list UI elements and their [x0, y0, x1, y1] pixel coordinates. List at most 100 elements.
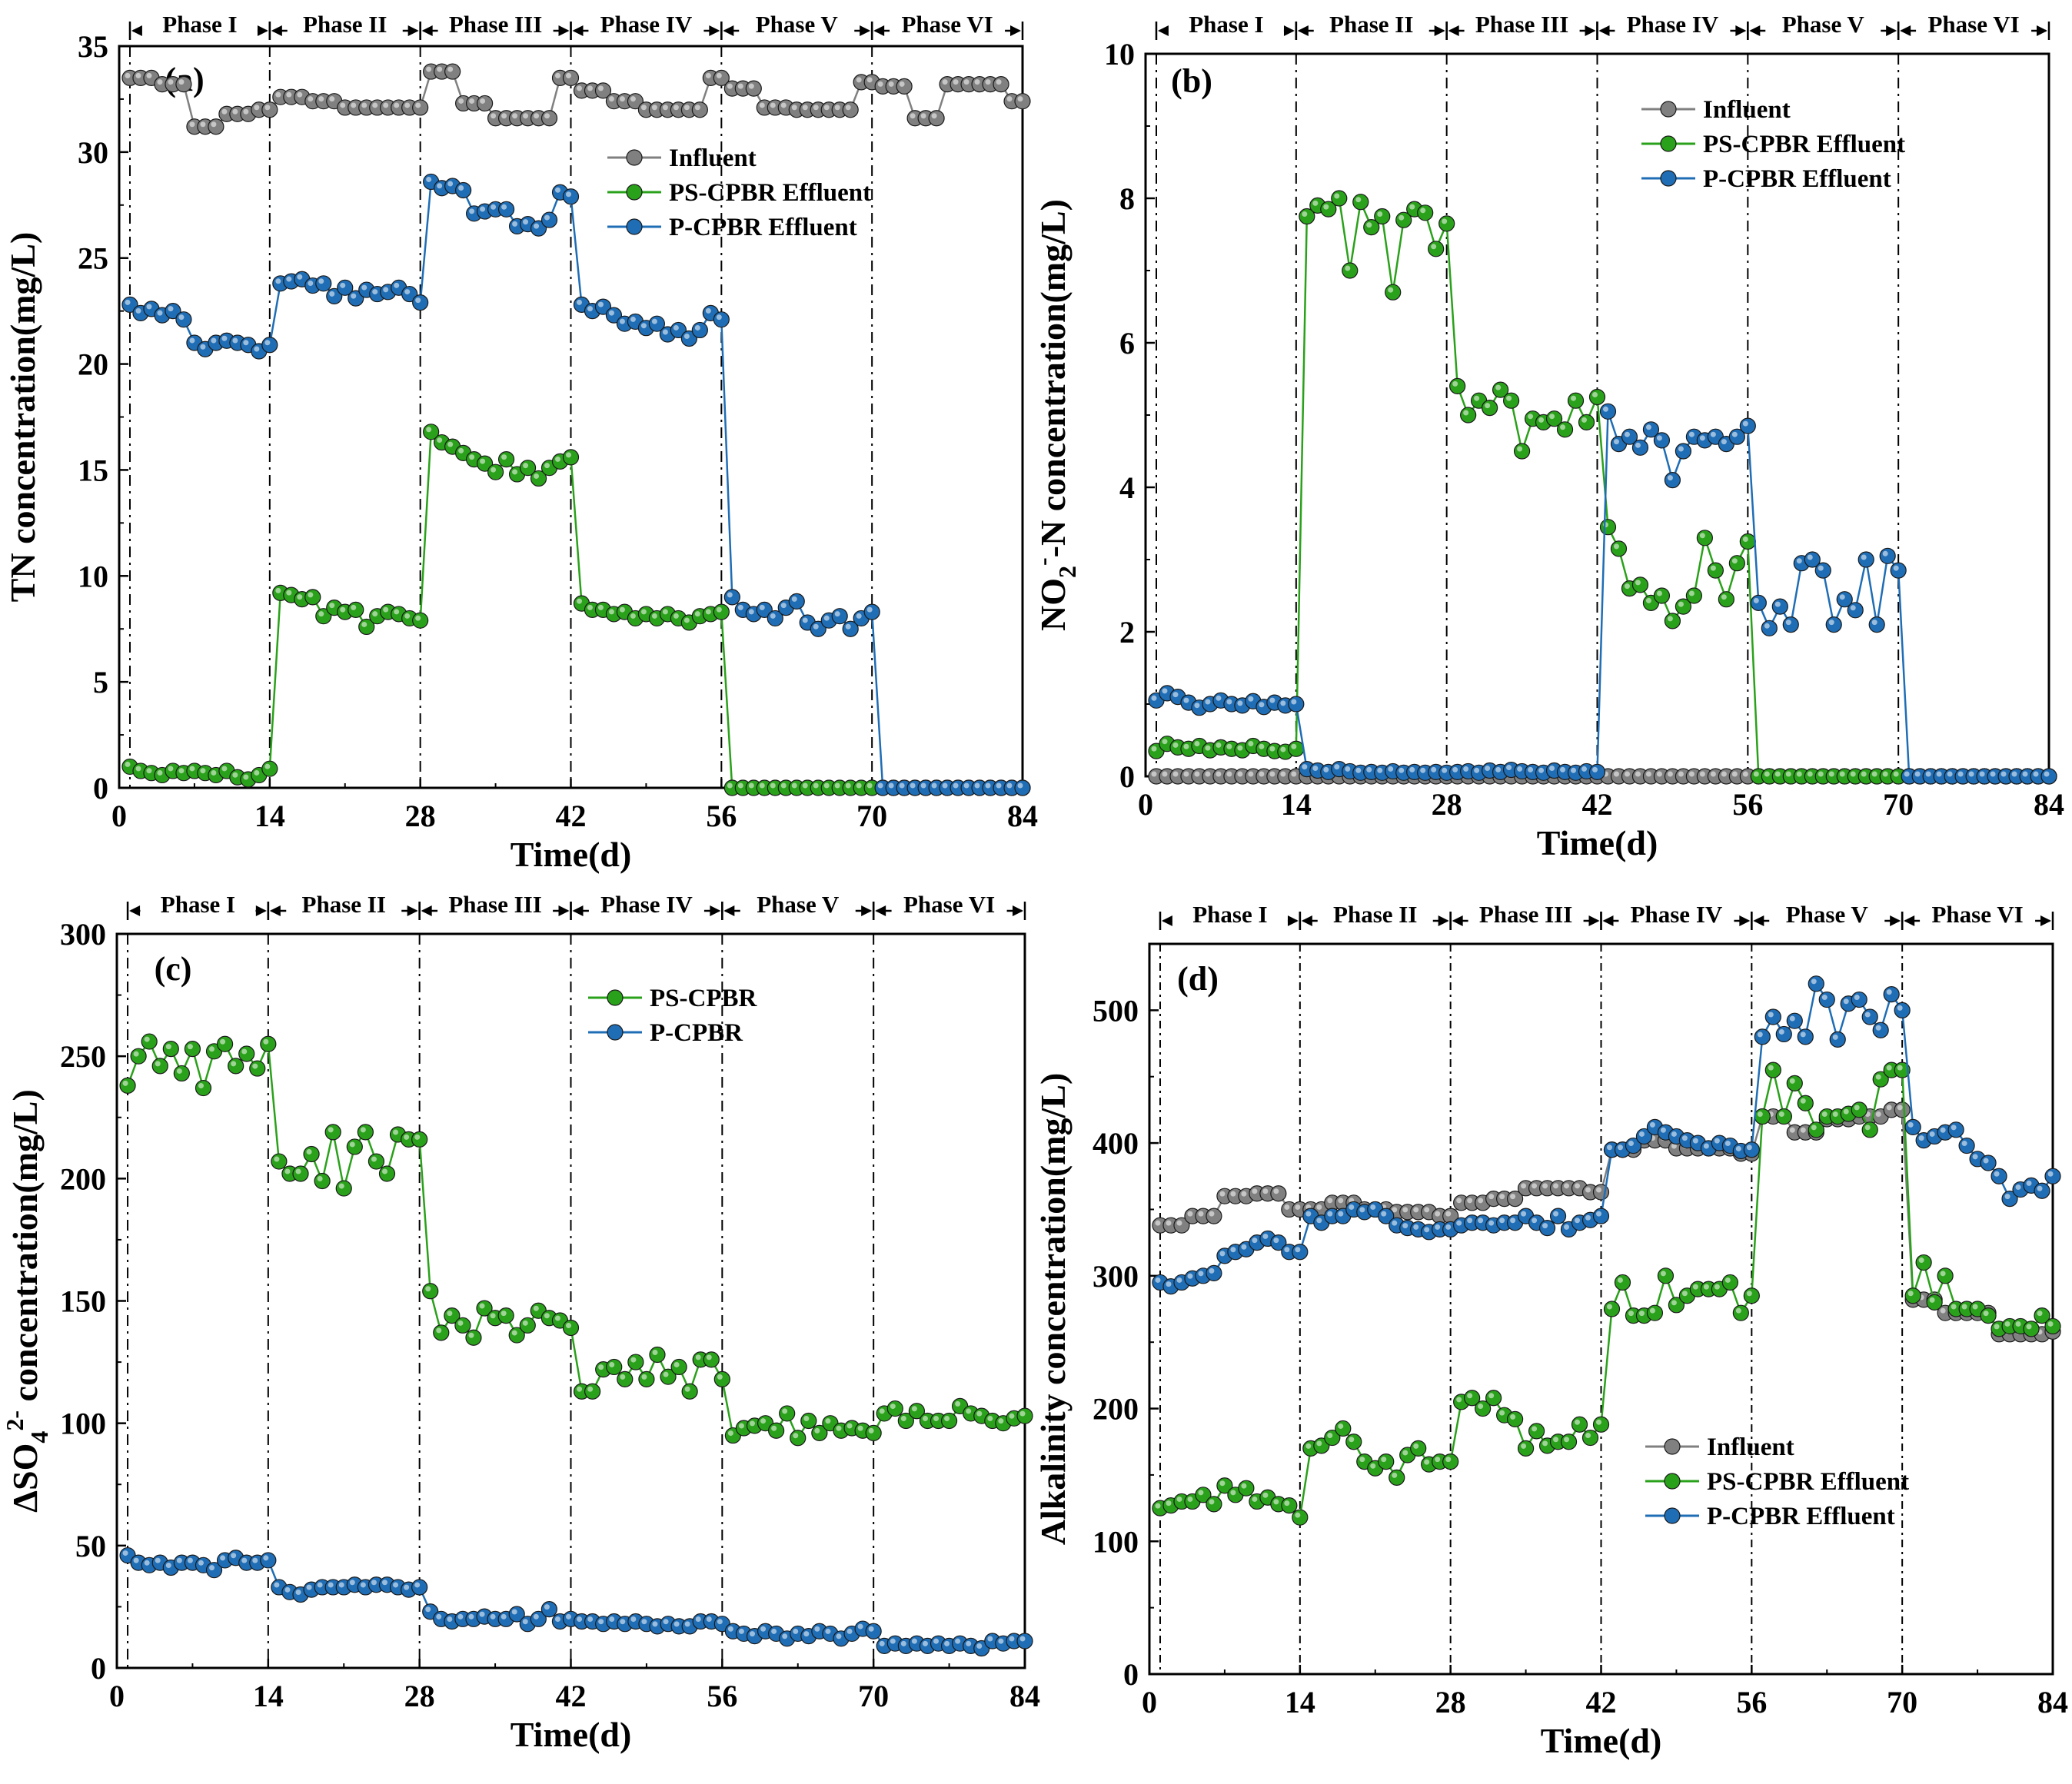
phase-label-bg [1313, 14, 1429, 37]
data-point-highlight [1613, 543, 1619, 550]
data-point-highlight [737, 604, 743, 610]
data-point [1389, 1469, 1405, 1486]
phase-arrow-head [1904, 915, 1915, 926]
data-point-highlight [1542, 1440, 1548, 1447]
y-tick-label: 200 [1093, 1392, 1139, 1427]
phase-arrow-head [1287, 915, 1299, 926]
data-point-highlight [1295, 1512, 1301, 1518]
data-point-highlight [1506, 765, 1512, 771]
data-point-highlight [1334, 764, 1340, 770]
data-point-highlight [1226, 743, 1232, 749]
data-point-highlight [297, 274, 303, 280]
data-point-highlight [469, 98, 475, 104]
data-point-highlight [802, 617, 808, 623]
data-point-highlight [683, 617, 690, 623]
data-point [1270, 1185, 1287, 1202]
y-tick-label: 100 [60, 1407, 106, 1441]
legend-label: PS-CPBR [650, 985, 758, 1012]
phase-label-bg [740, 894, 856, 917]
data-point-highlight [241, 1048, 248, 1055]
legend-label: PS-CPBR Effluent [1707, 1468, 1909, 1496]
data-point-highlight [308, 592, 314, 598]
y-axis-title-sup: 2- [1, 1410, 28, 1431]
phase-arrow-head [875, 905, 886, 916]
data-point-highlight [868, 1427, 874, 1434]
data-point-highlight [888, 782, 894, 789]
data-point-highlight [490, 1613, 496, 1620]
data-point-highlight [922, 1415, 928, 1421]
series-ps-cpbr-effluent [1152, 1061, 2061, 1526]
phase-label: Phase V [1782, 11, 1865, 38]
data-point-highlight [1241, 1191, 1247, 1197]
data-point-highlight [133, 1557, 139, 1563]
data-point-highlight [1334, 193, 1340, 199]
phase-arrow-head [1890, 915, 1901, 926]
data-point [1754, 1108, 1771, 1125]
x-tick-label: 14 [1281, 787, 1312, 822]
data-point-highlight [920, 782, 926, 789]
data-point-highlight [587, 85, 593, 91]
data-point-highlight [780, 782, 787, 789]
y-tick-label: 8 [1119, 181, 1135, 216]
data-point-highlight [1703, 1143, 1709, 1149]
x-tick-label: 84 [2034, 787, 2064, 822]
data-point-highlight [985, 79, 991, 85]
data-point-highlight [1757, 1111, 1763, 1118]
data-point-highlight [544, 1313, 550, 1319]
data-point [1567, 392, 1585, 409]
data-point-highlight [1478, 1404, 1484, 1410]
data-point-highlight [1262, 1188, 1269, 1194]
phase-arrow-head [1161, 915, 1172, 926]
data-point [1599, 403, 1617, 420]
data-point-highlight [1613, 771, 1619, 777]
data-point-highlight [1424, 1459, 1430, 1465]
data-point-highlight [308, 281, 314, 287]
data-point-highlight [2037, 1311, 2043, 1317]
data-point-highlight [2004, 1194, 2010, 1200]
data-point-highlight [1420, 767, 1426, 773]
data-point-highlight [168, 306, 174, 312]
data-point [1410, 1440, 1427, 1457]
data-point-highlight [922, 1640, 928, 1646]
data-point-highlight [1907, 1291, 1914, 1297]
data-point [1797, 1095, 1814, 1111]
data-point-highlight [750, 1420, 756, 1427]
panel-1: Phase I Phase II Phase III Phase IV Phase V P… [3, 11, 1038, 874]
data-point-highlight [1649, 1121, 1655, 1128]
data-point-highlight [383, 287, 389, 293]
data-point-highlight [1688, 771, 1695, 777]
data-point-highlight [360, 1127, 366, 1133]
data-point-highlight [1388, 287, 1394, 293]
data-point-highlight [284, 1586, 291, 1593]
data-point-highlight [1323, 204, 1329, 210]
data-point-highlight [243, 108, 249, 115]
data-point-highlight [966, 1640, 972, 1646]
data-point-highlight [1345, 265, 1351, 271]
data-point-highlight [1323, 766, 1329, 772]
y-axis-title-main: ΔSO [5, 1443, 45, 1513]
data-point-highlight [155, 1061, 161, 1067]
data-point-highlight [630, 613, 636, 619]
data-point-highlight [771, 1628, 777, 1634]
data-point [378, 1165, 396, 1182]
x-tick-label: 84 [1009, 1679, 1040, 1713]
data-point [141, 1033, 158, 1050]
data-point-highlight [1327, 1198, 1333, 1204]
data-point-highlight [125, 299, 131, 305]
series-p-cpbr-effluent [1152, 975, 2061, 1295]
data-point-highlight [1435, 1457, 1441, 1463]
data-point [940, 1412, 958, 1430]
y-tick-label: 0 [93, 771, 108, 806]
data-point-highlight [231, 1553, 237, 1559]
y-tick-label: 300 [60, 917, 106, 952]
phase-label-bg [1468, 904, 1584, 927]
data-point-highlight [1789, 1015, 1795, 1022]
data-point-highlight [791, 596, 797, 602]
data-point-highlight [716, 72, 722, 78]
data-point-highlight [1660, 1271, 1666, 1277]
data-point [119, 1077, 136, 1094]
data-point-highlight [1485, 403, 1491, 409]
data-point-highlight [1951, 1125, 1957, 1131]
data-point-highlight [1681, 1291, 1688, 1297]
phase-label: Phase IV [1631, 901, 1723, 928]
